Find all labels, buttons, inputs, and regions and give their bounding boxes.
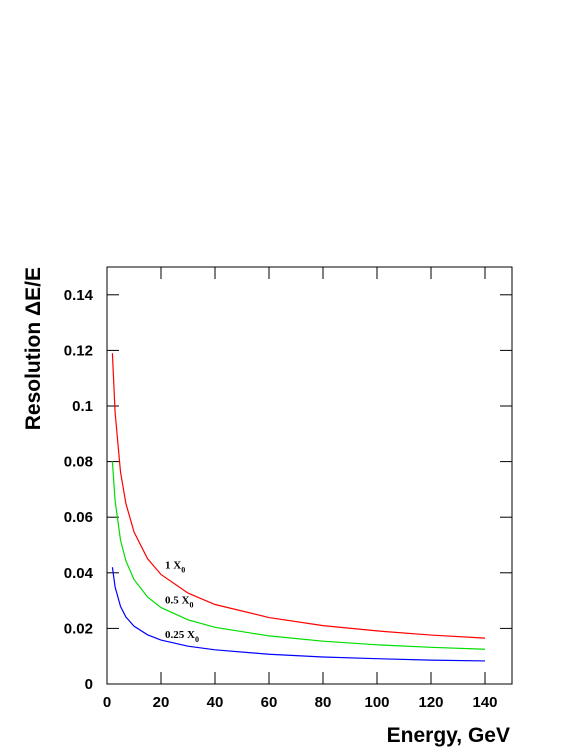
series-line — [111, 567, 486, 662]
series-label-sub: 0 — [195, 635, 199, 644]
x-tick-label: 140 — [472, 694, 497, 711]
series-label-sub: 0 — [181, 565, 185, 574]
y-tick-label: 0 — [85, 676, 93, 693]
y-tick-label: 0.02 — [64, 620, 93, 637]
y-axis-label: Resolution ΔE/E — [22, 267, 45, 430]
y-tick-label: 0.1 — [72, 398, 93, 415]
series-label-sub: 0 — [189, 601, 193, 610]
series-label-name: 0.5 X — [165, 595, 190, 607]
x-axis-label: Energy, GeV — [387, 724, 510, 747]
series-label: 1 X0 — [165, 559, 185, 574]
y-tick-label: 0.14 — [64, 287, 94, 304]
x-tick-label: 40 — [207, 694, 224, 711]
series-line — [111, 353, 486, 639]
x-tick-label: 100 — [364, 694, 389, 711]
y-tick-label: 0.04 — [64, 565, 94, 582]
y-tick-label: 0.12 — [64, 342, 93, 359]
series-label-name: 1 X — [165, 559, 181, 571]
x-tick-label: 0 — [103, 694, 111, 711]
x-tick-label: 120 — [418, 694, 443, 711]
plot-frame — [106, 266, 513, 685]
y-tick-label: 0.06 — [64, 509, 93, 526]
x-tick-label: 80 — [315, 694, 332, 711]
series-label-name: 0.25 X — [165, 629, 195, 641]
x-tick-label: 60 — [261, 694, 278, 711]
y-tick-label: 0.08 — [64, 454, 93, 471]
series-label: 0.5 X0 — [165, 595, 193, 610]
series-line — [111, 461, 486, 650]
series-label: 0.25 X0 — [165, 629, 199, 644]
x-tick-label: 20 — [153, 694, 170, 711]
